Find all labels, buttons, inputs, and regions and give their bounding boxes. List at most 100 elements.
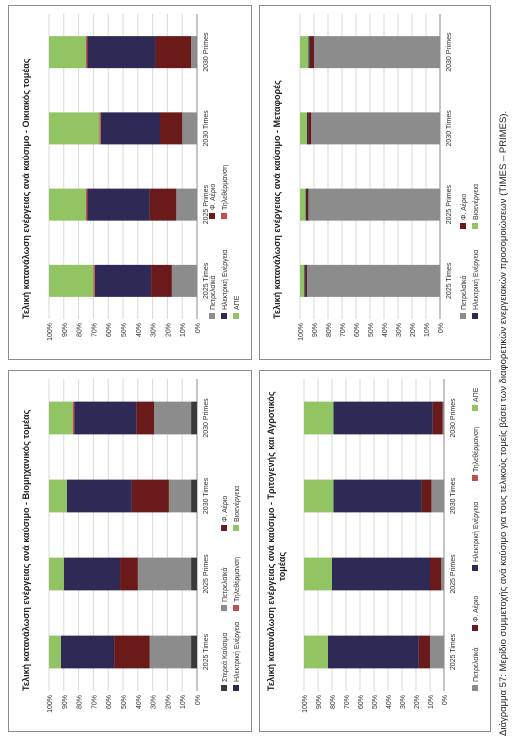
- legend-label: Πετρελαϊκά: [472, 647, 480, 682]
- bar-segment: [154, 401, 192, 435]
- x-tick-label: 2025 Primes: [203, 184, 210, 224]
- y-tick-label: 0%: [195, 695, 202, 705]
- bar-segment: [307, 264, 440, 297]
- bar-segment: [311, 112, 441, 145]
- bar-segment: [304, 557, 332, 591]
- y-tick-label: 20%: [414, 695, 421, 709]
- bar-segment: [430, 635, 444, 669]
- bar-segment: [60, 635, 115, 669]
- bar-segment: [307, 188, 309, 221]
- legend-label: Βιοενέργεια: [233, 486, 241, 522]
- y-tick-label: 40%: [382, 323, 389, 337]
- chart-title: Τελική κατανάλωση ενέργειας ανά καύσιμο …: [21, 409, 31, 691]
- y-tick-label: 10%: [180, 695, 187, 709]
- legend-label: Φ. Αέριο: [460, 194, 468, 220]
- legend-swatch: [209, 313, 215, 319]
- bar-segment: [182, 112, 197, 145]
- bar-segment: [191, 479, 198, 513]
- bar-segment: [432, 401, 443, 435]
- legend-swatch: [460, 313, 466, 319]
- bar-segment: [304, 635, 328, 669]
- bar-segment: [300, 188, 306, 221]
- legend-swatch: [221, 605, 227, 611]
- legend-swatch: [233, 605, 239, 611]
- y-tick-label: 50%: [372, 695, 379, 709]
- bar-segment: [49, 401, 73, 435]
- bar-segment: [300, 264, 305, 297]
- bar-segment: [49, 557, 64, 591]
- bar-segment: [120, 557, 138, 591]
- y-tick-label: 100%: [47, 323, 54, 341]
- bar-segment: [171, 264, 197, 297]
- chart-industry: Τελική κατανάλωση ενέργειας ανά καύσιμο …: [21, 379, 241, 713]
- chart-title: Τελική κατανάλωση ενέργειας ανά καύσιμο …: [272, 80, 282, 319]
- x-tick-label: 2025 Primes: [450, 554, 457, 594]
- y-tick-label: 70%: [91, 323, 98, 337]
- y-tick-label: 20%: [165, 695, 172, 709]
- bar-segment: [333, 479, 422, 513]
- bar-segment: [155, 36, 192, 69]
- bar-segment: [191, 401, 198, 435]
- bar-segment: [131, 479, 169, 513]
- y-tick-label: 60%: [354, 323, 361, 337]
- y-tick-label: 100%: [302, 695, 309, 713]
- chart-panel-tertiary: Τελική κατανάλωση ενέργειας ανά καύσιμο …: [259, 370, 491, 732]
- x-tick-label: 2030 Times: [450, 477, 457, 514]
- chart-panel-transport: Τελική κατανάλωση ενέργειας ανά καύσιμο …: [259, 5, 491, 360]
- y-tick-label: 80%: [330, 695, 337, 709]
- x-tick-label: 2030 Primes: [203, 398, 210, 438]
- y-tick-label: 70%: [91, 695, 98, 709]
- x-tick-label: 2030 Times: [446, 110, 453, 147]
- legend-label: Πετρελαϊκά: [221, 567, 229, 602]
- y-tick-label: 40%: [386, 695, 393, 709]
- legend-label: Πετρελαϊκά: [460, 275, 468, 310]
- x-tick-label: 2025 Primes: [446, 184, 453, 224]
- chart-transport: Τελική κατανάλωση ενέργειας ανά καύσιμο …: [272, 14, 480, 341]
- legend-swatch: [472, 685, 478, 691]
- bar-segment: [160, 112, 183, 145]
- y-tick-label: 20%: [165, 323, 172, 337]
- x-tick-label: 2030 Primes: [446, 32, 453, 72]
- legend-label: Ηλεκτρική Ενέργεια: [472, 502, 480, 562]
- y-tick-label: 90%: [316, 695, 323, 709]
- bar-segment: [66, 479, 132, 513]
- legend-swatch: [233, 525, 239, 531]
- bar-segment: [136, 401, 155, 435]
- bar-segment: [309, 36, 314, 69]
- legend-swatch: [472, 313, 478, 319]
- y-tick-label: 100%: [298, 323, 305, 341]
- chart-title-line-1: Τελική κατανάλωση ενέργειας ανά καύσιμο …: [266, 391, 276, 691]
- x-tick-label: 2030 Times: [203, 477, 210, 514]
- y-tick-label: 90%: [62, 323, 69, 337]
- bar-segment: [191, 36, 198, 69]
- y-tick-label: 30%: [151, 695, 158, 709]
- chart-residential: Τελική κατανάλωση ενέργειας ανά καύσιμο …: [21, 14, 241, 341]
- bar-segment: [314, 36, 440, 69]
- legend-label: ΑΠΕ: [234, 295, 241, 310]
- bar-segment: [308, 36, 310, 69]
- y-tick-label: 30%: [396, 323, 403, 337]
- legend-swatch: [472, 565, 478, 571]
- chart-title-line-2: τομέας: [277, 552, 287, 581]
- legend-swatch: [221, 313, 227, 319]
- bar-segment: [191, 557, 198, 591]
- legend-swatch: [233, 313, 239, 319]
- bar-segment: [305, 264, 307, 297]
- legend-label: Τηλεθέρμανση: [233, 557, 241, 602]
- y-tick-label: 0%: [438, 323, 445, 333]
- legend-swatch: [472, 475, 478, 481]
- bar-segment: [137, 557, 192, 591]
- bar-segment: [430, 557, 442, 591]
- legend-label: Τηλεθέρμανση: [472, 427, 480, 472]
- bar-segment: [87, 188, 150, 221]
- bar-segment: [49, 635, 61, 669]
- y-tick-label: 10%: [424, 323, 431, 337]
- legend-swatch: [221, 213, 227, 219]
- bar-segment: [114, 635, 150, 669]
- bar-segment: [86, 188, 88, 221]
- bar-segment: [441, 557, 444, 591]
- bar-segment: [308, 188, 441, 221]
- legend-label: Φ. Αέριο: [472, 596, 480, 622]
- x-tick-label: 2025 Times: [203, 633, 210, 670]
